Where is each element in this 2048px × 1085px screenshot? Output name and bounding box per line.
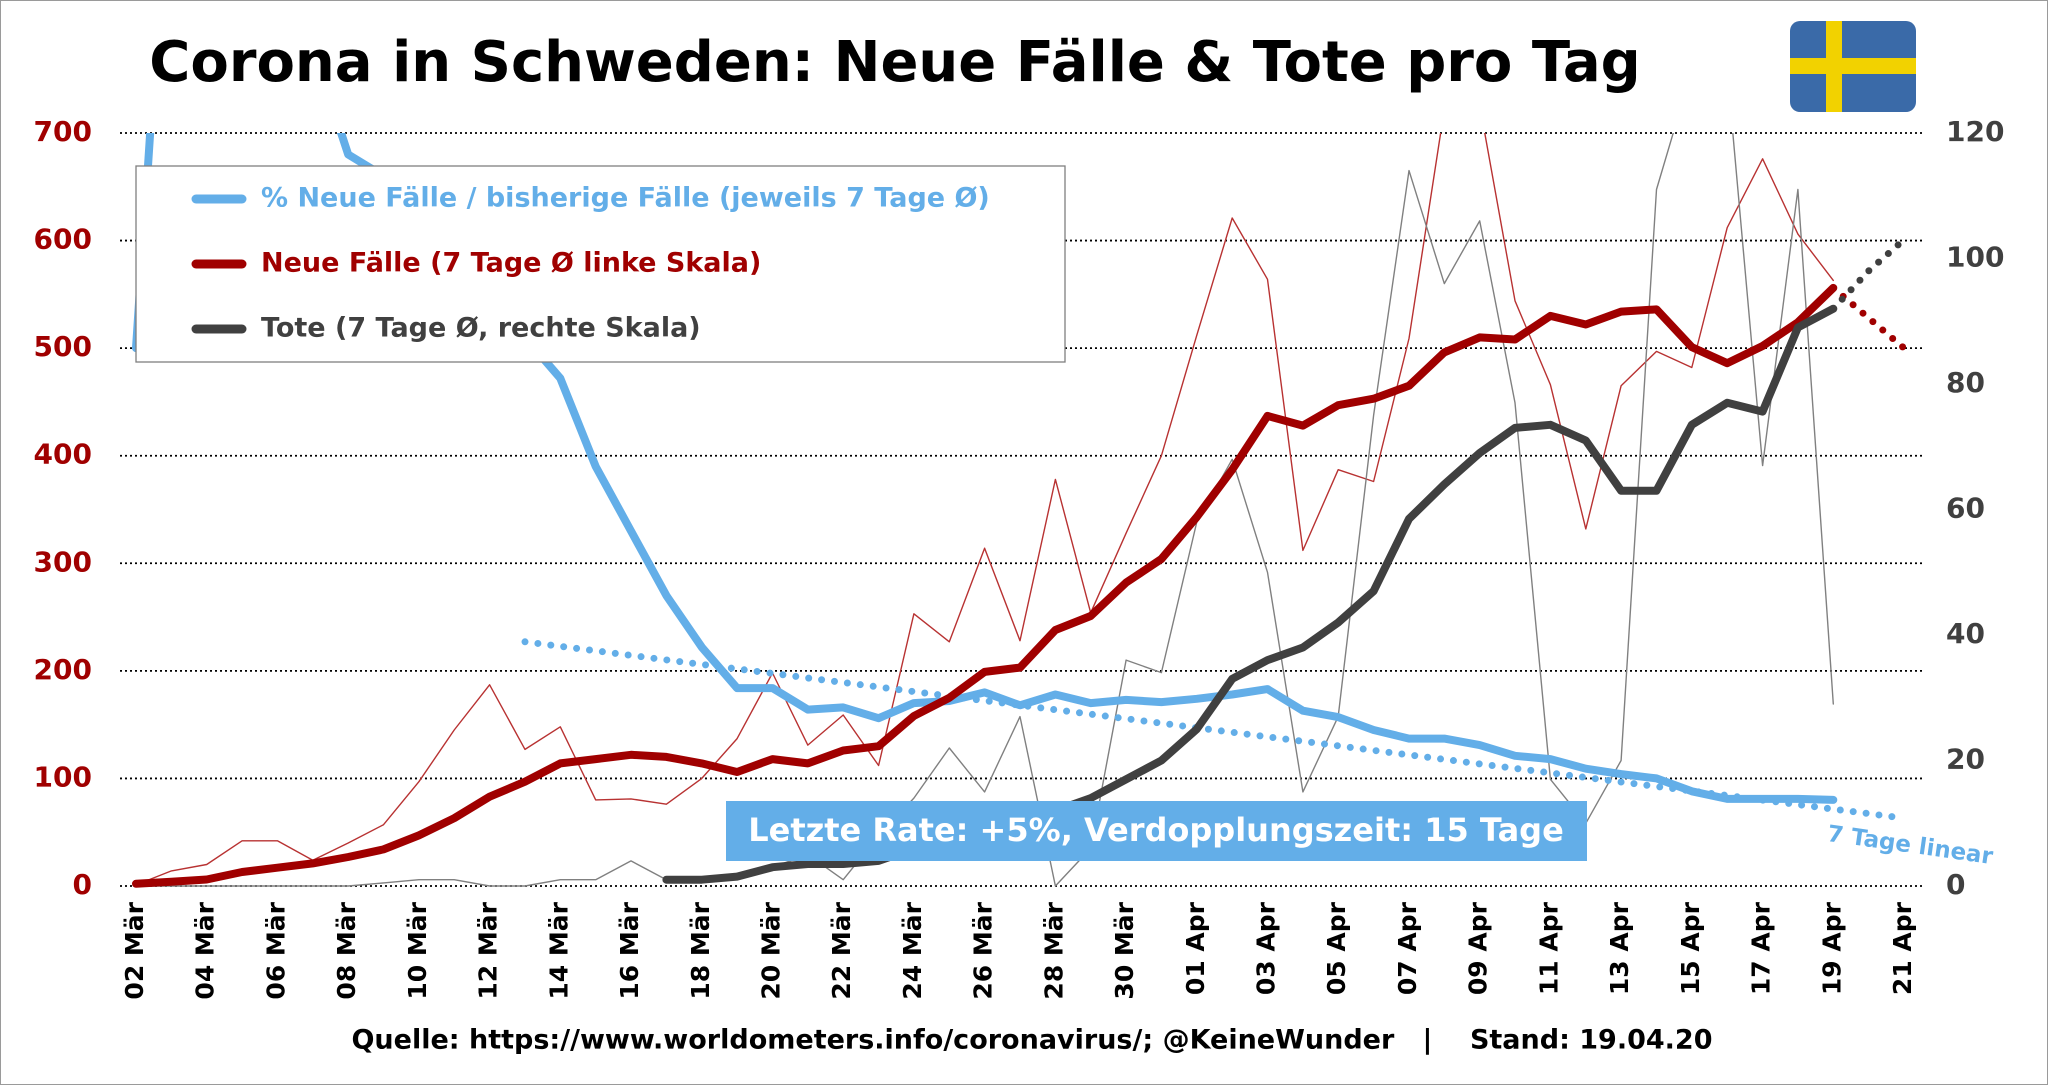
x-tick-label: 03 Apr [1252, 901, 1281, 995]
y2-tick-label: 60 [1946, 492, 1985, 525]
line-thick [132, 283, 1838, 888]
line-thick [662, 304, 1838, 884]
x-tick-label: 07 Apr [1393, 901, 1422, 995]
x-tick-label: 28 Mär [1039, 901, 1068, 999]
x-tick-label: 26 Mär [969, 901, 998, 999]
x-tick-label: 17 Apr [1747, 901, 1776, 995]
y-tick-label: 400 [34, 438, 92, 471]
x-tick-label: 24 Mär [898, 901, 927, 999]
y-tick-label: 200 [34, 653, 92, 686]
x-tick-label: 09 Apr [1464, 901, 1493, 995]
x-tick-label: 01 Apr [1181, 901, 1210, 995]
x-tick-label: 02 Mär [120, 901, 149, 999]
plot [132, 133, 1908, 888]
legend: % Neue Fälle / bisherige Fälle (jeweils … [135, 165, 1066, 363]
y2-tick-label: 20 [1946, 743, 1985, 776]
y-tick-label: 600 [34, 223, 92, 256]
x-tick-label: 08 Mär [332, 901, 361, 999]
x-tick-label: 10 Mär [403, 901, 432, 999]
annotation: Letzte Rate: +5%, Verdopplungszeit: 15 T… [726, 801, 1587, 861]
x-tick-label: 12 Mär [474, 901, 503, 999]
x-tick-label: 22 Mär [827, 901, 856, 999]
line-thin [135, 133, 1834, 887]
annotation-box [726, 801, 1587, 861]
x-tick-label: 11 Apr [1534, 901, 1563, 995]
x-tick-label: 16 Mär [615, 901, 644, 999]
line-thin [135, 133, 1834, 886]
x-tick-label: 21 Apr [1888, 901, 1917, 995]
x-tick-label: 04 Mär [191, 901, 220, 999]
x-tick-label: 30 Mär [1110, 901, 1139, 999]
chart-title: Corona in Schweden: Neue Fälle & Tote pr… [149, 30, 1640, 95]
x-tick-label: 20 Mär [756, 901, 785, 999]
y-tick-label: 500 [34, 330, 92, 363]
y2-tick-label: 40 [1946, 617, 1985, 650]
legend-label: Tote (7 Tage Ø, rechte Skala) [261, 313, 701, 344]
x-tick-label: 19 Apr [1817, 901, 1846, 995]
x-tick-label: 18 Mär [686, 901, 715, 999]
y2-tick-label: 120 [1946, 115, 2004, 148]
y-tick-label: 700 [34, 115, 92, 148]
y2-tick-label: 0 [1946, 868, 1965, 901]
legend-label: Neue Fälle (7 Tage Ø linke Skala) [261, 248, 761, 279]
legend-label: % Neue Fälle / bisherige Fälle (jeweils … [261, 183, 990, 214]
source: Quelle: https://www.worldometers.info/co… [351, 1025, 1712, 1056]
x-tick-label: 13 Apr [1605, 901, 1634, 995]
x-tick-label: 15 Apr [1676, 901, 1705, 995]
y-tick-label: 0 [73, 868, 92, 901]
x-tick-label: 14 Mär [544, 901, 573, 999]
axes: 0 100 200 300 400 500 600 700 0 20 40 60 80 100 120 02 … [34, 115, 2005, 1000]
y-tick-label: 100 [34, 760, 92, 793]
y2-tick-label: 100 [1946, 241, 2004, 274]
y-tick-label: 300 [34, 545, 92, 578]
x-tick-label: 06 Mär [261, 901, 290, 999]
x-tick-label: 05 Apr [1322, 901, 1351, 995]
y2-tick-label: 80 [1946, 366, 1985, 399]
legend-box [135, 165, 1066, 363]
flag [1790, 21, 1916, 112]
annotation-text: Letzte Rate: +5%, Verdopplungszeit: 15 T… [748, 811, 1564, 849]
line-dotted [1829, 236, 1908, 313]
